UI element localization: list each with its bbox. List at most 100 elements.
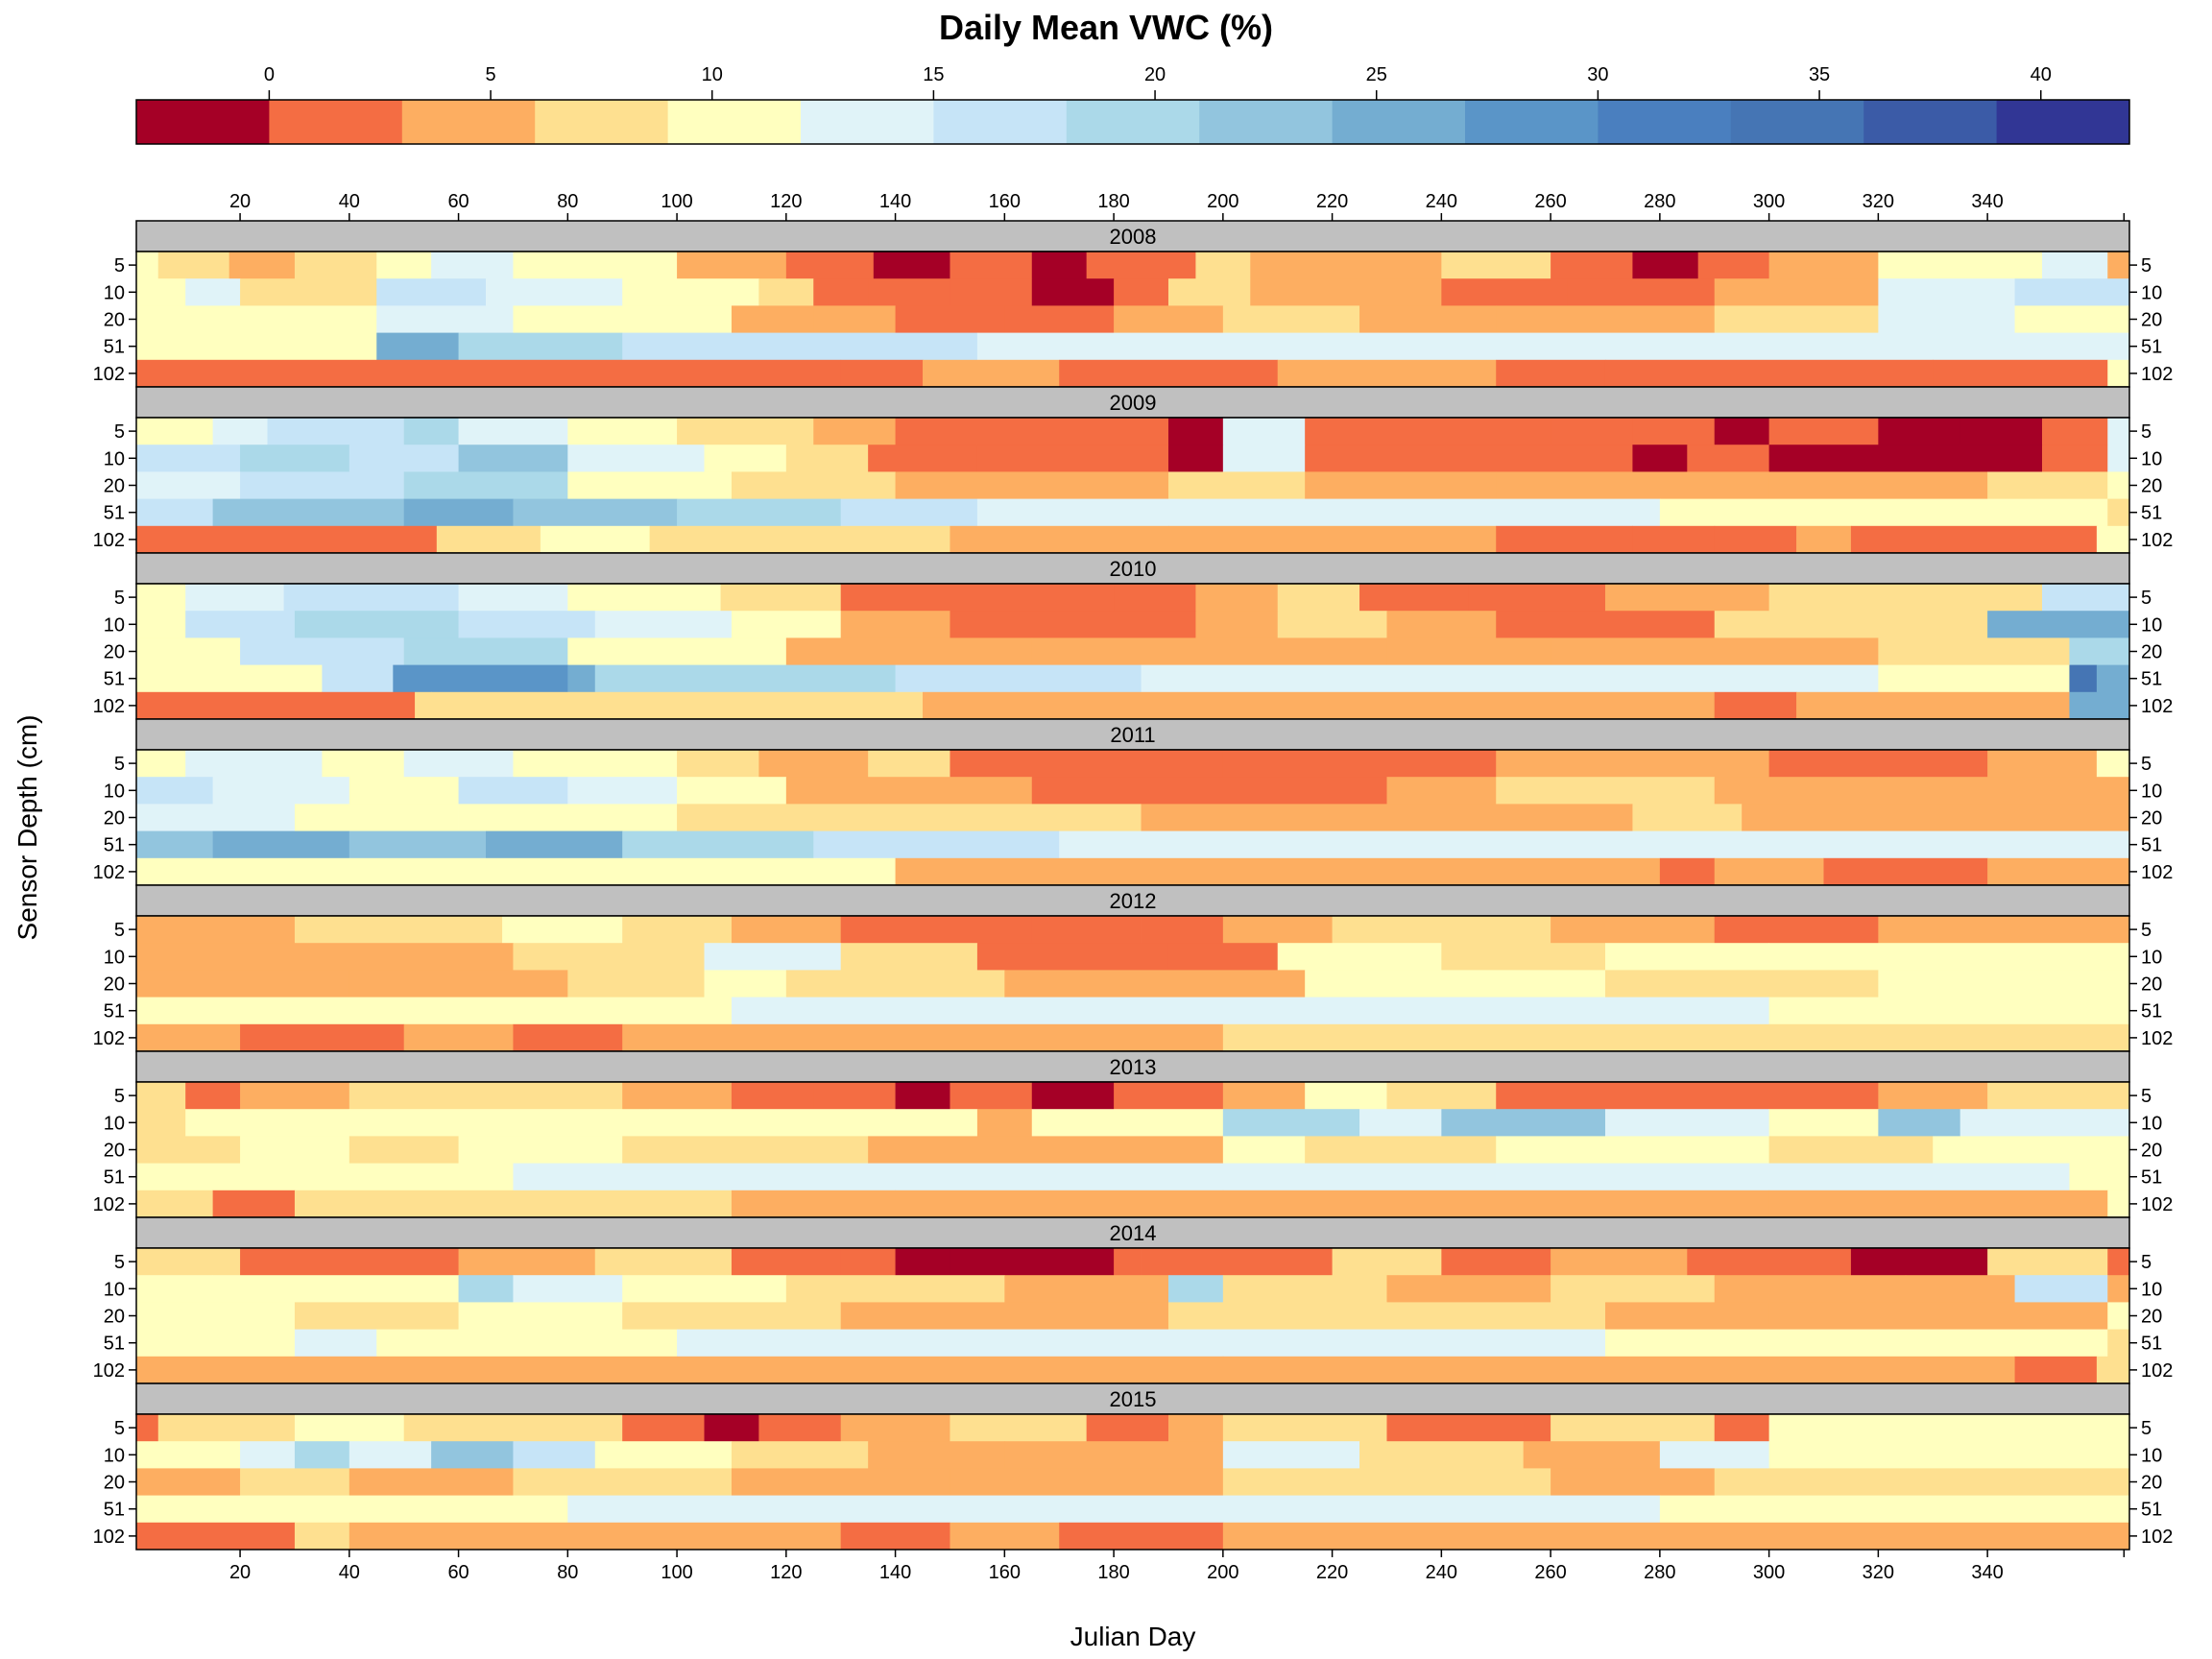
heatmap-cell <box>950 1414 1088 1442</box>
heatmap-cell <box>1768 1414 1988 1442</box>
heatmap-cell <box>2107 471 2130 499</box>
heatmap-cell <box>1386 611 1497 638</box>
colorbar-swatch <box>535 100 669 144</box>
heatmap-cell <box>1604 970 1879 998</box>
y-tick-label-right: 5 <box>2141 1086 2152 1107</box>
heatmap-cell <box>950 278 1033 306</box>
heatmap-cell <box>895 418 1169 445</box>
heatmap-cell <box>567 445 705 472</box>
y-tick-label-right: 20 <box>2141 1141 2162 1162</box>
heatmap-cell <box>136 445 241 472</box>
heatmap-cell <box>1167 1414 1224 1442</box>
heatmap-cell <box>2041 584 2130 612</box>
y-tick-label-left: 5 <box>114 920 125 941</box>
heatmap-cell <box>2096 1356 2130 1384</box>
heatmap-cell <box>1714 1414 1770 1442</box>
heatmap-cell <box>349 1522 842 1551</box>
y-tick-label-right: 102 <box>2141 1527 2173 1548</box>
top-x-tick-label: 160 <box>989 191 1021 212</box>
heatmap-cell <box>950 525 1169 554</box>
heatmap-cell <box>2014 305 2130 333</box>
heatmap-cell <box>1305 445 1633 472</box>
heatmap-cell <box>976 332 2130 361</box>
heatmap-cell <box>349 777 459 805</box>
heatmap-cell <box>1114 1248 1142 1276</box>
y-tick-label-right: 51 <box>2141 1001 2162 1022</box>
y-tick-label-right: 51 <box>2141 835 2162 856</box>
heatmap-cell <box>1768 1023 2130 1052</box>
heatmap-cell <box>1850 525 2098 554</box>
heatmap-cell <box>1222 445 1306 472</box>
heatmap-cell <box>1114 305 1224 333</box>
heatmap-cell <box>1496 750 1770 778</box>
heatmap-cell <box>1768 1441 1988 1469</box>
y-tick-label-left: 51 <box>104 835 125 856</box>
heatmap-cell <box>677 418 814 445</box>
heatmap-cell <box>1222 1356 2015 1384</box>
bottom-x-tick-label: 320 <box>1863 1562 1894 1583</box>
heatmap-cell <box>294 916 503 944</box>
bottom-x-tick-label: 220 <box>1316 1562 1348 1583</box>
y-tick-label-right: 51 <box>2141 503 2162 524</box>
colorbar-swatch <box>269 100 403 144</box>
heatmap-cell <box>1496 305 1716 333</box>
heatmap-cell <box>840 1302 1169 1330</box>
heatmap-cell <box>1768 1302 2108 1330</box>
heatmap-cell <box>1386 1302 1606 1330</box>
heatmap-cell <box>1277 584 1360 612</box>
heatmap-cell <box>1222 1023 1770 1052</box>
heatmap-cell <box>950 1248 1115 1276</box>
colorbar-swatch <box>1199 100 1334 144</box>
y-tick-label-left: 10 <box>104 1279 125 1300</box>
heatmap-cell <box>840 584 1115 612</box>
heatmap-cell <box>1359 584 1470 612</box>
heatmap-cell <box>136 916 296 944</box>
heatmap-cell <box>1933 1136 2130 1164</box>
heatmap-cell <box>349 1441 432 1469</box>
y-tick-label-right: 51 <box>2141 1334 2162 1355</box>
heatmap-cell <box>1496 359 1606 388</box>
heatmap-cell <box>1604 1109 1770 1137</box>
heatmap-cell <box>1277 611 1387 638</box>
heatmap-cell <box>136 1163 514 1191</box>
heatmap-cell <box>1905 1275 2015 1303</box>
heatmap-cell <box>895 305 1005 333</box>
y-tick-label-left: 51 <box>104 1500 125 1521</box>
heatmap-cell <box>136 1302 296 1330</box>
heatmap-cell <box>1551 1275 1716 1303</box>
heatmap-cell <box>950 1522 1060 1551</box>
heatmap-cell <box>2107 1248 2130 1276</box>
heatmap-cell <box>1878 278 2015 306</box>
heatmap-cell <box>950 750 1224 778</box>
panel-strip <box>135 884 2130 917</box>
colorbar-tick-label: 15 <box>923 64 944 85</box>
heatmap-cell <box>294 1329 377 1358</box>
heatmap-cell <box>1441 1109 1606 1137</box>
bottom-x-tick-label: 40 <box>339 1562 360 1583</box>
colorbar-swatch <box>1465 100 1599 144</box>
heatmap-cell <box>813 278 869 306</box>
heatmap-cell <box>1768 471 1988 499</box>
colorbar-tick-label: 10 <box>702 64 723 85</box>
y-tick-label-left: 51 <box>104 337 125 358</box>
y-tick-label-left: 102 <box>93 364 125 385</box>
heatmap-cell <box>403 637 568 665</box>
y-tick-label-right: 51 <box>2141 1167 2162 1189</box>
heatmap-cell <box>157 1414 296 1442</box>
y-tick-label-right: 10 <box>2141 1445 2162 1466</box>
bottom-x-tick-label: 300 <box>1753 1562 1785 1583</box>
heatmap-cell <box>677 804 869 831</box>
colorbar-tick-label: 30 <box>1587 64 1608 85</box>
heatmap-cell <box>136 943 296 971</box>
bottom-x-tick-label: 100 <box>661 1562 692 1583</box>
y-tick-label-right: 10 <box>2141 781 2162 802</box>
heatmap-cell <box>1796 691 2070 720</box>
heatmap-cell <box>594 611 733 638</box>
heatmap-cell <box>1059 1522 1224 1551</box>
heatmap-cell <box>677 1356 1224 1384</box>
y-tick-label-left: 102 <box>93 696 125 717</box>
panel-strip <box>135 1050 2130 1083</box>
heatmap-cell <box>403 418 459 445</box>
heatmap-cell <box>185 750 323 778</box>
heatmap-cell <box>403 1414 623 1442</box>
